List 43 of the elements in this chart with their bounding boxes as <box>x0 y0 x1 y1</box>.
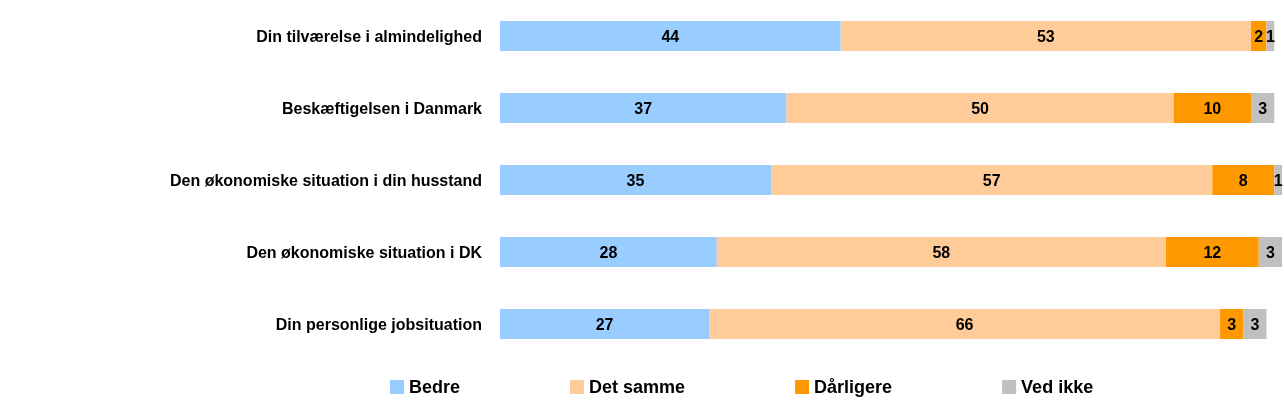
data-label: 58 <box>932 243 951 261</box>
bar <box>500 21 841 51</box>
legend-label: Det samme <box>589 377 686 397</box>
y-tick-label: Den økonomiske situation i DK <box>246 243 483 261</box>
legend-label: Bedre <box>409 377 461 397</box>
data-label: 27 <box>595 315 614 333</box>
data-label: 3 <box>1258 99 1268 117</box>
data-label: 53 <box>1036 27 1055 45</box>
data-label: 28 <box>599 243 618 261</box>
data-label: 37 <box>634 99 653 117</box>
data-label: 66 <box>955 315 974 333</box>
data-label: 57 <box>982 171 1001 189</box>
legend-label: Ved ikke <box>1021 377 1094 397</box>
data-label: 50 <box>971 99 990 117</box>
y-tick-label: Din tilværelse i almindelighed <box>256 27 482 45</box>
data-label: 35 <box>626 171 645 189</box>
data-label: 3 <box>1265 243 1275 261</box>
bar <box>500 309 710 339</box>
data-label: 3 <box>1227 315 1237 333</box>
data-label: 2 <box>1254 27 1264 45</box>
data-label: 44 <box>661 27 680 45</box>
data-label: 12 <box>1203 243 1222 261</box>
bar <box>1165 237 1259 267</box>
bar <box>1243 309 1267 339</box>
data-label: 3 <box>1250 315 1260 333</box>
bar <box>500 237 717 267</box>
data-label: 1 <box>1265 27 1275 45</box>
data-label: 8 <box>1238 171 1248 189</box>
y-tick-label: Den økonomiske situation i din husstand <box>169 171 482 189</box>
bar <box>770 165 1213 195</box>
bar <box>709 309 1221 339</box>
bar <box>786 93 1174 123</box>
bar <box>1173 93 1252 123</box>
y-tick-label: Din personlige jobsituation <box>275 315 482 333</box>
bar <box>1212 165 1275 195</box>
bar <box>716 237 1166 267</box>
bar <box>840 21 1252 51</box>
bar <box>500 93 787 123</box>
data-label: 10 <box>1203 99 1222 117</box>
data-label: 1 <box>1273 171 1283 189</box>
legend-label: Dårligere <box>814 377 893 397</box>
y-tick-label: Beskæftigelsen i Danmark <box>281 99 483 117</box>
bar <box>500 165 771 195</box>
